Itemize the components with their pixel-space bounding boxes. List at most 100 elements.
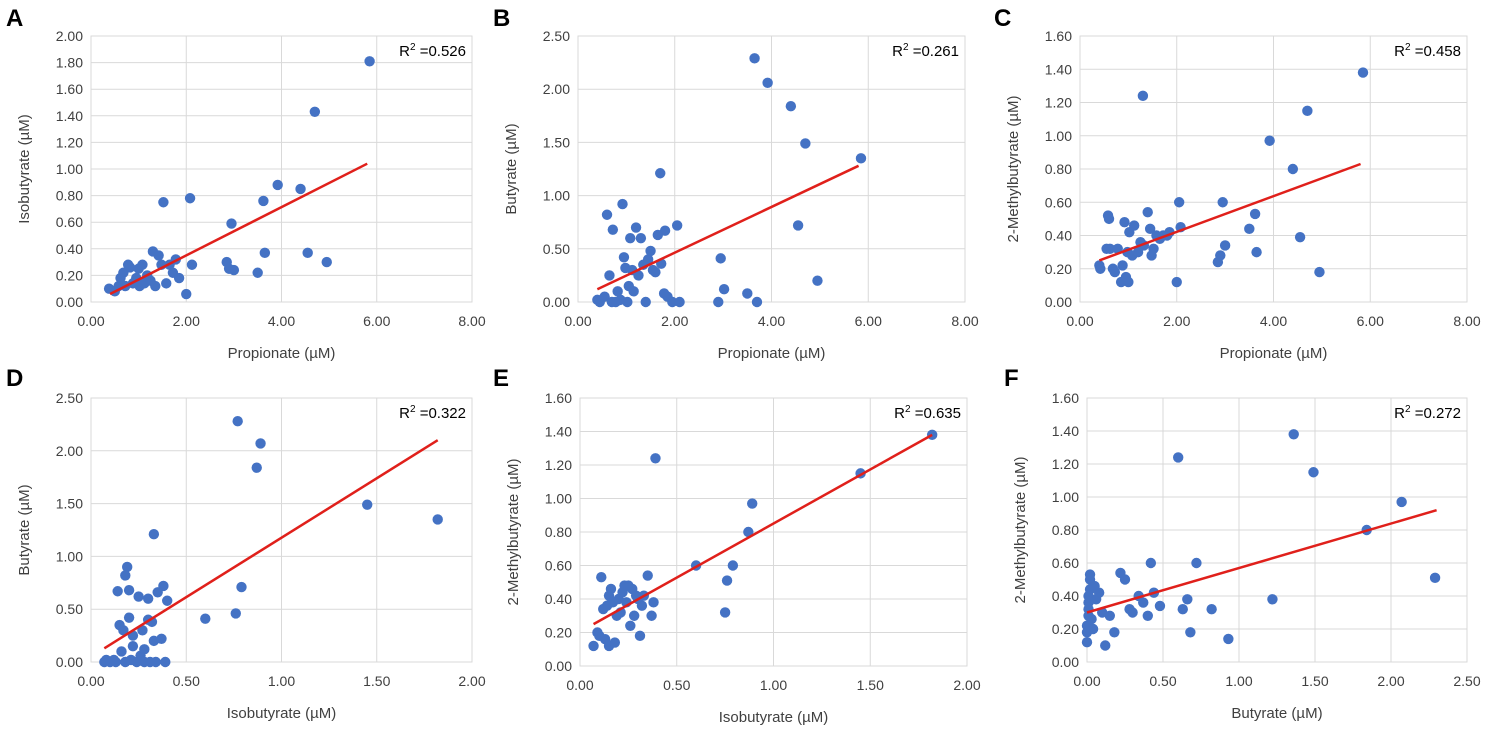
data-point (153, 250, 164, 261)
x-axis-title: Butyrate (µM) (1231, 705, 1322, 722)
data-point (792, 220, 804, 231)
y-tick-label: 0.50 (56, 601, 83, 617)
data-point (1244, 223, 1255, 235)
data-point (110, 656, 121, 668)
data-point (181, 288, 192, 300)
trend-line (1098, 162, 1362, 262)
data-point (309, 106, 321, 118)
x-tick-label: 6.00 (363, 313, 390, 329)
data-point (1093, 587, 1105, 598)
data-point (252, 267, 263, 278)
y-tick-label: 0.20 (1052, 621, 1079, 637)
data-point (137, 259, 148, 270)
y-tick-label: 0.40 (56, 241, 83, 257)
y-tick-label: 0.00 (1045, 294, 1072, 310)
y-tick-label: 0.20 (1045, 261, 1072, 277)
x-tick-label: 1.50 (857, 677, 884, 693)
panel-D: D 0.00 0.50 1.00 1.50 2.00 0.00 0.50 1.00 1.50 2.0… (6, 365, 486, 722)
data-point (1171, 276, 1182, 288)
x-tick-label: 0.00 (77, 313, 104, 329)
y-tick-label: 1.40 (1052, 423, 1079, 439)
y-tick-label: 0.50 (543, 241, 570, 257)
data-point (1109, 627, 1120, 638)
trend-line (592, 433, 933, 626)
y-tick-label: 0.00 (545, 658, 572, 674)
data-point (1314, 266, 1325, 278)
x-tick-label: 8.00 (1453, 313, 1480, 329)
x-tick-label: 0.00 (566, 677, 593, 693)
data-point (142, 593, 154, 604)
x-tick-label: 1.50 (1301, 673, 1328, 689)
data-point (259, 247, 271, 258)
x-tick-label: 0.50 (663, 677, 690, 693)
data-point (785, 101, 797, 112)
y-tick-label: 0.40 (545, 591, 572, 607)
data-point (150, 656, 161, 668)
data-point (650, 453, 661, 464)
plot-frame (90, 397, 473, 663)
data-point (630, 222, 642, 233)
y-tick-label: 1.50 (543, 134, 570, 150)
panel-letter: C (994, 5, 1011, 32)
data-point (1294, 231, 1306, 243)
data-point (1173, 197, 1185, 208)
panel-letter: B (493, 5, 510, 32)
data-point (1308, 467, 1319, 478)
data-point (1128, 220, 1140, 231)
y-tick-label: 1.00 (543, 188, 570, 204)
data-point (1396, 496, 1407, 508)
data-point (120, 570, 131, 581)
data-point (251, 462, 262, 473)
data-point (625, 232, 636, 244)
data-point (1117, 260, 1128, 271)
trend-line (596, 164, 860, 291)
y-tick-label: 0.40 (1045, 228, 1072, 244)
data-point (186, 259, 198, 270)
data-point (1217, 197, 1228, 208)
data-point (158, 580, 169, 592)
data-point (588, 640, 599, 652)
y-tick-label: 0.00 (56, 654, 83, 670)
panel-E: E 0.00 0.50 1.00 1.50 2.00 0.00 0.20 0.40 0.60 0.8… (493, 365, 981, 726)
data-point (1302, 105, 1313, 117)
panel-letter: A (6, 5, 23, 32)
data-point (258, 195, 269, 207)
panel-F: F 0.00 0.50 1.00 1.50 2.00 2.50 0.00 0.20 0.40 0.6… (1004, 365, 1481, 722)
data-point (855, 153, 867, 164)
data-point (1104, 610, 1116, 621)
data-point (362, 499, 373, 510)
data-point (1084, 569, 1096, 580)
y-tick-label: 1.80 (56, 55, 83, 71)
data-point (1177, 604, 1188, 615)
x-tick-label: 0.00 (1073, 673, 1100, 689)
data-point (727, 560, 739, 571)
y-tick-label: 1.60 (56, 81, 83, 97)
data-point (812, 275, 823, 286)
x-axis-title: Isobutyrate (µM) (719, 709, 829, 726)
data-point (1287, 163, 1299, 175)
plot-frame (1086, 397, 1468, 663)
data-point (749, 53, 760, 64)
data-point (1142, 610, 1154, 621)
data-point (1086, 613, 1097, 625)
data-point (118, 625, 129, 636)
data-point (1144, 223, 1156, 235)
y-tick-label: 0.80 (1052, 522, 1079, 538)
y-tick-label: 0.60 (56, 214, 83, 230)
data-point (123, 584, 135, 596)
y-axis-title: 2-Methylbutyrate (µM) (1005, 95, 1022, 242)
data-point (1267, 594, 1278, 605)
plot-frame (90, 35, 473, 303)
data-point (150, 280, 161, 292)
data-point (628, 610, 640, 621)
y-tick-label: 1.40 (56, 108, 83, 124)
x-tick-label: 2.00 (661, 313, 688, 329)
data-point (1100, 640, 1111, 651)
data-point (1223, 633, 1234, 645)
data-point (650, 267, 661, 278)
data-point (625, 620, 636, 631)
data-point (1251, 246, 1262, 258)
y-tick-label: 1.20 (56, 134, 83, 150)
data-point (173, 272, 185, 284)
data-point (228, 264, 240, 276)
